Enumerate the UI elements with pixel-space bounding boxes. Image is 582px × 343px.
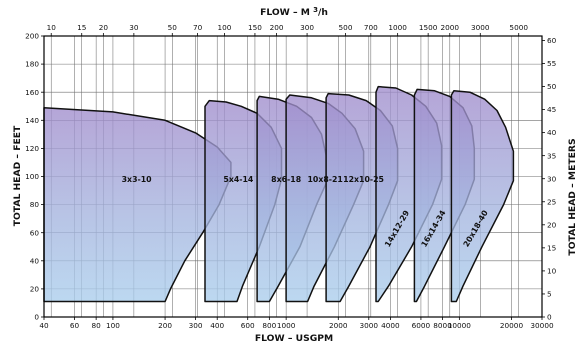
bottom-axis-title: FLOW – USGPM (255, 333, 333, 343)
top-axis-title-suffix: /h (318, 7, 328, 18)
left-axis-title: TOTAL HEAD – FEET (12, 125, 23, 226)
top-axis-title-superscript: 3 (313, 6, 318, 14)
right-tick-label: 20 (547, 220, 557, 229)
right-tick-label: 60 (547, 36, 557, 45)
top-tick-label: 1500 (419, 23, 438, 32)
top-tick-label: 15 (77, 23, 86, 32)
axis-ticks: 0204060801001201401601802000510152025303… (25, 23, 557, 330)
bottom-tick-label: 200 (158, 321, 172, 330)
bottom-tick-label: 300 (189, 321, 203, 330)
bottom-tick-label: 2000 (329, 321, 348, 330)
top-tick-label: 100 (217, 23, 231, 32)
left-tick-label: 120 (25, 144, 39, 153)
bottom-tick-label: 800 (262, 321, 276, 330)
top-tick-label: 70 (193, 23, 203, 32)
bottom-tick-label: 10000 (448, 321, 472, 330)
top-tick-label: 700 (364, 23, 378, 32)
bottom-tick-label: 8000 (433, 321, 452, 330)
bottom-tick-label: 40 (39, 321, 49, 330)
bottom-tick-label: 6000 (412, 321, 431, 330)
right-tick-label: 0 (547, 313, 552, 322)
top-axis-title: FLOW – M 3/h (260, 6, 328, 18)
top-tick-label: 5000 (509, 23, 528, 32)
bottom-tick-label: 400 (210, 321, 224, 330)
region-label-8x6-18: 8x6-18 (271, 175, 301, 184)
right-tick-label: 15 (547, 243, 556, 252)
right-tick-label: 45 (547, 105, 556, 114)
region-label-3x3-10: 3x3-10 (122, 175, 153, 184)
top-tick-label: 50 (168, 23, 178, 32)
bottom-tick-label: 4000 (381, 321, 400, 330)
top-tick-label: 500 (339, 23, 353, 32)
top-tick-label: 10 (47, 23, 57, 32)
pump-regions (43, 85, 515, 303)
region-label-10x8-21: 10x8-21 (307, 175, 342, 184)
region-label-12x10-25: 12x10-25 (343, 175, 384, 184)
right-tick-label: 55 (547, 59, 556, 68)
top-tick-label: 200 (270, 23, 284, 32)
right-tick-label: 10 (547, 267, 557, 276)
left-tick-label: 200 (25, 32, 39, 41)
right-axis-title: TOTAL HEAD – METERS (567, 138, 578, 255)
left-tick-label: 100 (25, 172, 39, 181)
left-tick-label: 60 (30, 228, 40, 237)
top-tick-label: 300 (300, 23, 314, 32)
bottom-tick-label: 100 (106, 321, 120, 330)
top-axis-title-text: FLOW – M (260, 7, 310, 18)
top-tick-label: 30 (129, 23, 139, 32)
right-tick-label: 5 (547, 290, 552, 299)
bottom-tick-label: 600 (241, 321, 255, 330)
left-tick-label: 0 (34, 313, 39, 322)
left-tick-label: 180 (25, 60, 39, 69)
top-tick-label: 20 (99, 23, 109, 32)
bottom-tick-label: 20000 (500, 321, 524, 330)
pump-region-20x18-40 (450, 90, 515, 303)
left-tick-label: 40 (30, 256, 40, 265)
region-label-5x4-14: 5x4-14 (223, 175, 254, 184)
bottom-tick-label: 30000 (530, 321, 554, 330)
bottom-tick-label: 3000 (359, 321, 378, 330)
top-tick-label: 1000 (388, 23, 407, 32)
left-tick-label: 20 (30, 285, 40, 294)
right-tick-label: 50 (547, 82, 557, 91)
top-tick-label: 3000 (471, 23, 490, 32)
right-tick-label: 35 (547, 151, 556, 160)
top-tick-label: 2000 (440, 23, 459, 32)
left-tick-label: 140 (25, 116, 39, 125)
right-tick-label: 25 (547, 197, 556, 206)
bottom-tick-label: 60 (70, 321, 80, 330)
bottom-tick-label: 1000 (277, 321, 296, 330)
bottom-tick-label: 80 (91, 321, 101, 330)
left-tick-label: 160 (25, 88, 39, 97)
right-tick-label: 30 (547, 174, 557, 183)
left-tick-label: 80 (30, 200, 40, 209)
top-tick-label: 150 (248, 23, 262, 32)
right-tick-label: 40 (547, 128, 557, 137)
